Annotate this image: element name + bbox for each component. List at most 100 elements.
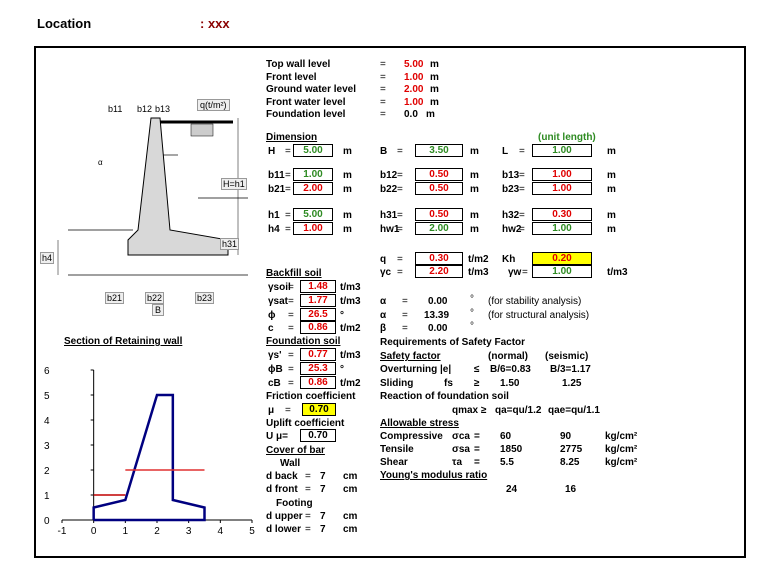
y-tick-label: 0 bbox=[44, 516, 50, 527]
dim-b21-value[interactable]: 2.00 bbox=[293, 182, 333, 195]
young-label: Young's modulus ratio bbox=[380, 470, 488, 481]
dim-eq: = bbox=[519, 146, 525, 157]
level-label: Foundation level bbox=[266, 109, 346, 120]
y-tick-label: 6 bbox=[44, 366, 50, 377]
footing-label: Footing bbox=[276, 498, 313, 509]
dim-unit: m bbox=[343, 146, 352, 157]
dim-h1-value[interactable]: 5.00 bbox=[293, 208, 333, 221]
dim-b23-label: b23 bbox=[502, 184, 520, 195]
label-hwh: H=h1 bbox=[221, 178, 247, 190]
dim-b23-value[interactable]: 1.00 bbox=[532, 182, 592, 195]
qa-seismic: qae=qu/1.1 bbox=[548, 405, 600, 416]
level-value[interactable]: 2.00 bbox=[404, 84, 424, 95]
dim-unit: m bbox=[470, 210, 479, 221]
qmax-label: qmax bbox=[452, 405, 479, 416]
backfill-gsoil-value[interactable]: 1.48 bbox=[300, 280, 336, 293]
dim-B-label: B bbox=[380, 146, 388, 157]
level-value[interactable]: 0.0 bbox=[404, 109, 418, 120]
dim-B-value[interactable]: 3.50 bbox=[415, 144, 463, 157]
dim-q-label: q bbox=[380, 254, 387, 265]
dim-b13-value[interactable]: 1.00 bbox=[532, 168, 592, 181]
alpha2-value: 13.39 bbox=[424, 310, 450, 321]
dim-eq: = bbox=[397, 267, 403, 278]
level-unit: m bbox=[430, 84, 439, 95]
foundation-cB-unit: t/m2 bbox=[340, 378, 361, 389]
dim-unit: m bbox=[470, 170, 479, 181]
dim-h32-label: h32 bbox=[502, 210, 520, 221]
dim-unit: m bbox=[343, 170, 352, 181]
dim-H-value[interactable]: 5.00 bbox=[293, 144, 333, 157]
backfill-title: Backfill soil bbox=[266, 268, 322, 279]
dim-Kh-value[interactable]: 0.20 bbox=[532, 252, 592, 265]
dim-b13-label: b13 bbox=[502, 170, 520, 181]
stress-row-name: Shear bbox=[380, 457, 408, 468]
stress-row-seismic: 8.25 bbox=[560, 457, 580, 468]
qa-normal: qa=qu/1.2 bbox=[495, 405, 542, 416]
foundation-gs-label: γs' bbox=[268, 350, 282, 361]
stress-row-unit: kg/cm² bbox=[605, 457, 638, 468]
dimension-title: Dimension bbox=[266, 132, 318, 143]
alpha2-unit: ° bbox=[470, 308, 474, 319]
level-label: Front level bbox=[266, 71, 317, 83]
dim-eq: = bbox=[519, 210, 525, 221]
foundation-phiB-label: ϕB bbox=[268, 364, 283, 375]
foundation-phiB-value[interactable]: 25.3 bbox=[300, 362, 336, 375]
mu-value[interactable]: 0.70 bbox=[302, 403, 336, 416]
dim-unit: m bbox=[470, 224, 479, 235]
safety-row-sym: fs bbox=[444, 378, 453, 389]
qmax-rel: ≥ bbox=[481, 405, 487, 416]
level-unit: m bbox=[430, 71, 439, 83]
sheet-frame bbox=[34, 46, 746, 558]
dim-L-value[interactable]: 1.00 bbox=[532, 144, 592, 157]
dim-unit: m bbox=[343, 210, 352, 221]
level-value[interactable]: 1.00 bbox=[404, 71, 424, 83]
dim-unit: m bbox=[343, 224, 352, 235]
safety-row-seismic: 1.25 bbox=[562, 378, 582, 389]
dim-eq: = bbox=[397, 170, 403, 181]
backfill-phi-value[interactable]: 26.5 bbox=[300, 308, 336, 321]
mu-label: μ bbox=[268, 405, 275, 416]
level-eq: = bbox=[380, 84, 386, 95]
dim-eq: = bbox=[285, 210, 291, 221]
safety-row-normal: 1.50 bbox=[500, 378, 520, 389]
dim-hw2-value[interactable]: 1.00 bbox=[532, 222, 592, 235]
dim-q-value[interactable]: 0.30 bbox=[415, 252, 463, 265]
dim-hw1-value[interactable]: 2.00 bbox=[415, 222, 463, 235]
dim-h4-value[interactable]: 1.00 bbox=[293, 222, 333, 235]
unit-length-label: (unit length) bbox=[538, 132, 596, 143]
cover-d_lower-label: d lower bbox=[266, 524, 302, 535]
cover-d_back-value: 7 bbox=[320, 471, 326, 482]
cover-d_back-unit: cm bbox=[343, 471, 358, 482]
dim-unit: m bbox=[607, 184, 616, 195]
level-value[interactable]: 1.00 bbox=[404, 96, 424, 108]
level-value[interactable]: 5.00 bbox=[404, 59, 424, 70]
label-b23: b23 bbox=[195, 292, 215, 304]
foundation-cB-value[interactable]: 0.86 bbox=[300, 376, 336, 389]
y-tick-label: 3 bbox=[44, 441, 50, 452]
dim-b12-value[interactable]: 0.50 bbox=[415, 168, 463, 181]
beta-value: 0.00 bbox=[428, 323, 448, 334]
foundation-gs-value[interactable]: 0.77 bbox=[300, 348, 336, 361]
dim-b11-value[interactable]: 1.00 bbox=[293, 168, 333, 181]
dim-gw-value[interactable]: 1.00 bbox=[532, 265, 592, 278]
dim-h31-value[interactable]: 0.50 bbox=[415, 208, 463, 221]
stress-row-sym: σca bbox=[452, 431, 470, 442]
safety-row-normal: B/6=0.83 bbox=[490, 364, 531, 375]
uplift-value[interactable]: 0.70 bbox=[300, 429, 336, 442]
alpha1-note: (for stability analysis) bbox=[488, 296, 582, 307]
backfill-gsat-value[interactable]: 1.77 bbox=[300, 294, 336, 307]
level-label: Ground water level bbox=[266, 84, 357, 95]
backfill-c-value[interactable]: 0.86 bbox=[300, 321, 336, 334]
dim-gc-value[interactable]: 2.20 bbox=[415, 265, 463, 278]
alpha2-note: (for structural analysis) bbox=[488, 310, 590, 321]
stress-row-normal: 5.5 bbox=[500, 457, 514, 468]
backfill-gsoil-label: γsoil bbox=[268, 282, 291, 293]
dim-h32-value[interactable]: 0.30 bbox=[532, 208, 592, 221]
dim-b22-value[interactable]: 0.50 bbox=[415, 182, 463, 195]
dim-b11-label: b11 bbox=[268, 170, 285, 181]
uplift-title: Uplift coefficient bbox=[266, 418, 345, 429]
backfill-gsat-unit: t/m3 bbox=[340, 296, 361, 307]
safety-row-name: Sliding bbox=[380, 378, 414, 389]
level-label: Front water level bbox=[266, 96, 346, 108]
y-tick-label: 2 bbox=[44, 466, 50, 477]
